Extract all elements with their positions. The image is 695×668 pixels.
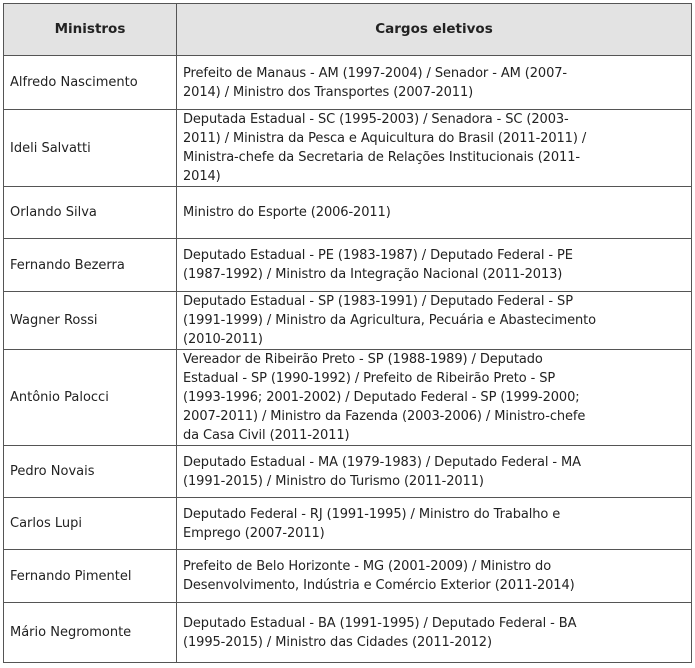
table-row: Pedro Novais Deputado Estadual - MA (1979… — [3, 445, 692, 498]
minister-name: Carlos Lupi — [3, 497, 177, 550]
minister-name: Pedro Novais — [3, 445, 177, 498]
position-line: 2007-2011) / Ministro da Fazenda (2003-2… — [183, 409, 586, 424]
position-line: Prefeito de Belo Horizonte - MG (2001-20… — [183, 559, 552, 574]
minister-name: Fernando Bezerra — [3, 238, 177, 292]
table-row: Ideli Salvatti Deputada Estadual - SC (19… — [3, 109, 692, 187]
elective-positions: Deputada Estadual - SC (1995-2003) / Sen… — [176, 109, 692, 187]
elective-positions: Vereador de Ribeirão Preto - SP (1988-19… — [176, 349, 692, 446]
elective-positions: Deputado Estadual - MA (1979-1983) / Dep… — [176, 445, 692, 498]
position-line: 2014) / Ministro dos Transportes (2007-2… — [183, 84, 474, 100]
elective-positions: Ministro do Esporte (2006-2011) — [176, 186, 692, 239]
table-row: Wagner Rossi Deputado Estadual - SP (1983… — [3, 291, 692, 350]
minister-name: Orlando Silva — [3, 186, 177, 239]
position-line: (2010-2011) — [183, 332, 263, 347]
position-line: Estadual - SP (1990-1992) / Prefeito de … — [183, 371, 556, 386]
position-line: Deputado Estadual - MA (1979-1983) / Dep… — [183, 454, 581, 470]
elective-positions: Deputado Estadual - BA (1991-1995) / Dep… — [176, 602, 692, 663]
position-line: 2011) / Ministra da Pesca e Aquicultura … — [183, 131, 587, 146]
position-line: Deputado Estadual - BA (1991-1995) / Dep… — [183, 615, 577, 631]
table-row: Fernando Bezerra Deputado Estadual - PE (… — [3, 238, 692, 292]
position-line: Vereador de Ribeirão Preto - SP (1988-19… — [183, 352, 543, 367]
minister-name: Fernando Pimentel — [3, 549, 177, 603]
position-line: Desenvolvimento, Indústria e Comércio Ex… — [183, 578, 575, 593]
minister-name: Wagner Rossi — [3, 291, 177, 350]
position-line: Deputada Estadual - SC (1995-2003) / Sen… — [183, 112, 569, 127]
header-cargos-eletivos: Cargos eletivos — [176, 3, 692, 56]
ministers-table: Ministros Cargos eletivos Alfredo Nascim… — [3, 3, 692, 663]
table-row: Orlando Silva Ministro do Esporte (2006-2… — [3, 186, 692, 239]
table-row: Alfredo Nascimento Prefeito de Manaus - A… — [3, 55, 692, 110]
elective-positions: Deputado Estadual - SP (1983-1991) / Dep… — [176, 291, 692, 350]
position-line: (1987-1992) / Ministro da Integração Nac… — [183, 267, 563, 282]
table-row: Mário Negromonte Deputado Estadual - BA (… — [3, 602, 692, 663]
position-line: Deputado Estadual - SP (1983-1991) / Dep… — [183, 294, 573, 309]
elective-positions: Prefeito de Manaus - AM (1997-2004) / Se… — [176, 55, 692, 110]
elective-positions: Deputado Estadual - PE (1983-1987) / Dep… — [176, 238, 692, 292]
position-line: Deputado Estadual - PE (1983-1987) / Dep… — [183, 248, 573, 263]
table-row: Antônio Palocci Vereador de Ribeirão Pret… — [3, 349, 692, 446]
position-line: (1995-2015) / Ministro das Cidades (2011… — [183, 634, 492, 650]
position-line: (1991-1999) / Ministro da Agricultura, P… — [183, 313, 597, 328]
position-line: (1991-2015) / Ministro do Turismo (2011-… — [183, 473, 484, 489]
header-row: Ministros Cargos eletivos — [3, 3, 692, 56]
position-line: Emprego (2007-2011) — [183, 525, 325, 541]
minister-name: Antônio Palocci — [3, 349, 177, 446]
table-row: Fernando Pimentel Prefeito de Belo Horizo… — [3, 549, 692, 603]
position-line: da Casa Civil (2011-2011) — [183, 428, 350, 443]
position-line: Ministro do Esporte (2006-2011) — [183, 205, 391, 220]
position-line: Deputado Federal - RJ (1991-1995) / Mini… — [183, 506, 561, 522]
header-ministros: Ministros — [3, 3, 177, 56]
elective-positions: Prefeito de Belo Horizonte - MG (2001-20… — [176, 549, 692, 603]
minister-name: Ideli Salvatti — [3, 109, 177, 187]
position-line: 2014) — [183, 169, 221, 184]
table-row: Carlos Lupi Deputado Federal - RJ (1991-1… — [3, 497, 692, 550]
minister-name: Alfredo Nascimento — [3, 55, 177, 110]
position-line: Ministra-chefe da Secretaria de Relações… — [183, 150, 580, 165]
elective-positions: Deputado Federal - RJ (1991-1995) / Mini… — [176, 497, 692, 550]
position-line: (1993-1996; 2001-2002) / Deputado Federa… — [183, 390, 580, 405]
minister-name: Mário Negromonte — [3, 602, 177, 663]
position-line: Prefeito de Manaus - AM (1997-2004) / Se… — [183, 65, 568, 81]
